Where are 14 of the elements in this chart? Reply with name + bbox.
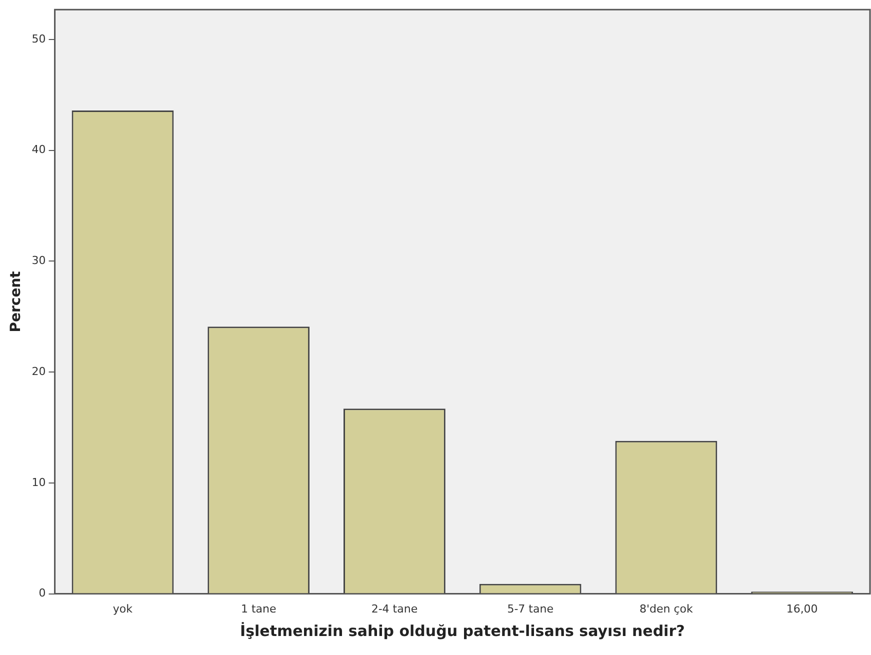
y-tick-label: 40 — [32, 143, 46, 156]
x-tick-label: 2-4 tane — [371, 602, 418, 616]
x-tick-label: 8'den çok — [640, 602, 694, 616]
y-axis-title: Percent — [8, 270, 24, 332]
y-tick-label: 50 — [32, 32, 46, 46]
x-tick-label: 5-7 tane — [507, 602, 554, 616]
x-tick-label: yok — [112, 602, 134, 616]
x-tick-label: 1 tane — [240, 602, 276, 616]
y-tick-label: 10 — [32, 476, 46, 489]
y-tick-label: 0 — [38, 586, 46, 600]
y-tick-label: 20 — [32, 364, 46, 378]
x-axis-title: İşletmenizin sahip olduğu patent-lisans sayısı nedir? — [240, 622, 685, 640]
x-tick-label: 16,00 — [786, 602, 818, 616]
y-tick-label: 30 — [32, 254, 46, 268]
